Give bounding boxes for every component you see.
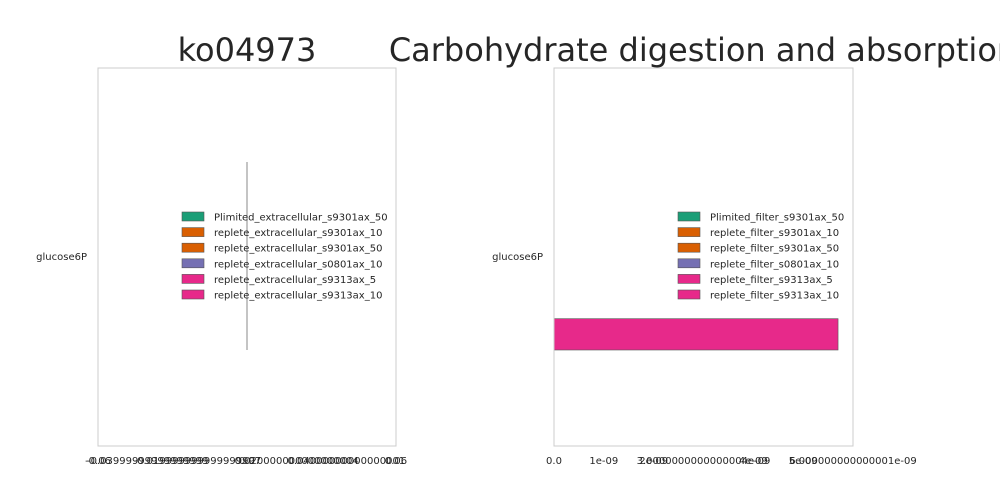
y-tick-label: glucose6P xyxy=(36,252,87,263)
legend-label: replete_extracellular_s9301ax_50 xyxy=(214,244,382,255)
x-tick-label: 3.0000000000000004e-09 xyxy=(637,456,771,467)
x-tick-label: -0.06 xyxy=(85,456,111,467)
x-tick-label: 2e-09 xyxy=(639,456,668,467)
legend-swatch xyxy=(181,289,205,300)
bar xyxy=(554,318,839,351)
x-tick-label: 0.0 xyxy=(239,456,255,467)
legend-label: Plimited_extracellular_s9301ax_50 xyxy=(214,213,388,224)
x-tick-label: 0.0 xyxy=(546,456,562,467)
x-tick-label: 0.04000000000000001 xyxy=(287,456,405,467)
legend-label: replete_extracellular_s9313ax_10 xyxy=(214,291,382,302)
plot-frame xyxy=(97,67,397,447)
chart-panel-1: ko04973 glucose6P -0.06-0.0399999999999999… xyxy=(36,31,407,467)
legend-swatch xyxy=(677,211,701,222)
x-tick-label: 6.000000000000001e-09 xyxy=(789,456,916,467)
x-tick-label: 5e-09 xyxy=(789,456,818,467)
legend-label: replete_extracellular_s0801ax_10 xyxy=(214,259,382,270)
x-tick-label: 1e-09 xyxy=(589,456,618,467)
chart-title: Carbohydrate digestion and absorption xyxy=(389,31,1000,69)
legend-label: Plimited_filter_s9301ax_50 xyxy=(710,213,844,224)
legend-swatch xyxy=(181,258,205,269)
legend-label: replete_filter_s9313ax_5 xyxy=(710,275,833,286)
x-tick-label: 0.020000000000000004 xyxy=(235,456,359,467)
legend-label: replete_filter_s9301ax_50 xyxy=(710,244,839,255)
y-tick-label: glucose6P xyxy=(492,252,543,263)
plot-frame xyxy=(553,67,854,447)
legend-swatch xyxy=(181,242,205,253)
legend-label: replete_filter_s9313ax_10 xyxy=(710,291,839,302)
legend-swatch xyxy=(677,289,701,300)
legend-swatch xyxy=(677,242,701,253)
legend-swatch xyxy=(677,274,701,284)
x-tick-label: 0.06 xyxy=(385,456,407,467)
legend-swatch xyxy=(677,227,701,237)
legend-label: replete_extracellular_s9313ax_5 xyxy=(214,275,376,286)
legend-swatch xyxy=(181,227,205,237)
chart-panel-2: Carbohydrate digestion and absorption glu… xyxy=(389,31,1000,467)
legend-label: replete_filter_s9301ax_10 xyxy=(710,228,839,239)
legend-label: replete_filter_s0801ax_10 xyxy=(710,259,839,270)
chart-title: ko04973 xyxy=(178,31,317,69)
x-tick-label: -0.03999999999999999 xyxy=(87,456,208,467)
x-tick-label: -0.019999999999999997 xyxy=(133,456,261,467)
x-tick-label: 4e-09 xyxy=(739,456,768,467)
bars xyxy=(554,318,839,351)
legend-label: replete_extracellular_s9301ax_10 xyxy=(214,228,382,239)
legend-swatch xyxy=(181,211,205,222)
legend-swatch xyxy=(677,258,701,269)
legend-swatch xyxy=(181,274,205,284)
